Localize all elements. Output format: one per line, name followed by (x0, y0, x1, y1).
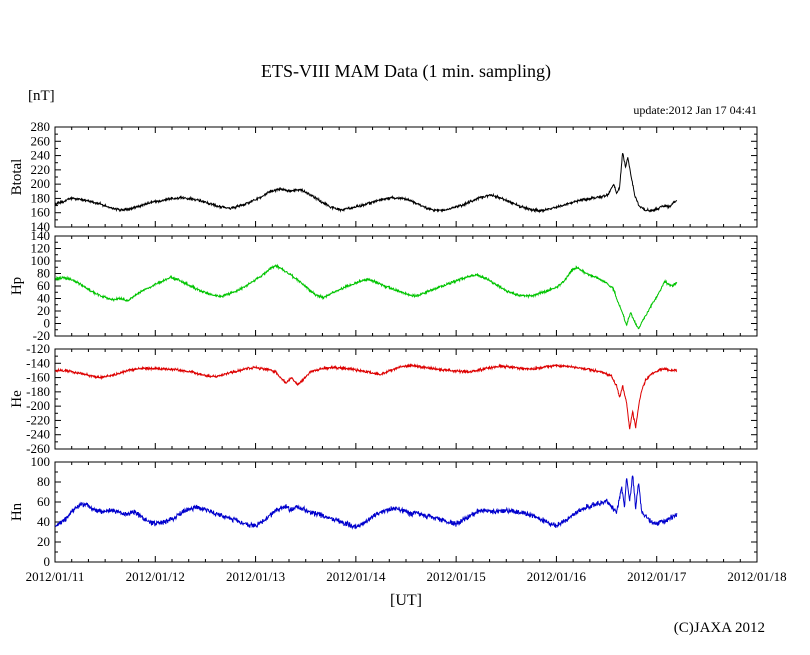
x-tick-label: 2012/01/12 (126, 569, 185, 584)
trace-hn (55, 475, 678, 530)
y-tick-label: 200 (31, 176, 51, 191)
x-tick-label: 2012/01/11 (26, 569, 85, 584)
panel-ylabel-hn: Hn (9, 502, 25, 521)
panel-frame (54, 348, 758, 450)
y-tick-label: 60 (37, 278, 50, 293)
y-tick-label: 260 (31, 133, 51, 148)
y-tick-label: 220 (31, 162, 51, 177)
y-tick-label: 100 (31, 454, 51, 469)
y-tick-label: 100 (31, 253, 51, 268)
y-tick-label: 0 (44, 554, 51, 569)
trace-hp (55, 263, 678, 330)
copyright-label: (C)JAXA 2012 (673, 620, 765, 636)
y-tick-label: 40 (37, 514, 50, 529)
x-tick-label: 2012/01/15 (427, 569, 486, 584)
y-tick-label: -140 (26, 355, 50, 370)
y-tick-label: 240 (31, 148, 51, 163)
x-tick-label: 2012/01/14 (326, 569, 386, 584)
y-tick-label: 40 (37, 291, 50, 306)
y-tick-label: 140 (31, 219, 51, 234)
panel-hn: 100 80 60 40 20 0 Hn (9, 454, 758, 569)
y-tick-label: -220 (26, 412, 50, 427)
y-tick-label: 160 (31, 205, 51, 220)
x-tick-label: 2012/01/13 (226, 569, 285, 584)
y-tick-label: -20 (33, 328, 50, 343)
y-tick-label: -180 (26, 384, 50, 399)
x-tick-label: 2012/01/18 (727, 569, 786, 584)
x-tick-label: 2012/01/17 (627, 569, 687, 584)
y-tick-label: 180 (31, 190, 51, 205)
y-tick-label: 80 (37, 474, 50, 489)
x-axis-title: [UT] (390, 592, 422, 609)
update-timestamp: update:2012 Jan 17 04:41 (633, 103, 757, 117)
x-tick-label: 2012/01/16 (527, 569, 587, 584)
panel-frame (54, 126, 758, 228)
y-tick-label: -160 (26, 370, 50, 385)
y-tick-label: 20 (37, 303, 50, 318)
y-tick-label: 280 (31, 119, 51, 134)
y-tick-label: 20 (37, 534, 50, 549)
y-tick-label: 0 (44, 316, 51, 331)
panel-ylabel-hp: Hp (9, 277, 25, 295)
y-tick-label: 140 (31, 228, 51, 243)
y-tick-label: -120 (26, 341, 50, 356)
panel-he: -120-140-160-180-200-220-240-260 He (9, 341, 758, 456)
panel-ylabel-he: He (9, 390, 25, 408)
panel-frame (54, 235, 758, 337)
y-tick-label: -200 (26, 398, 50, 413)
panel-ylabel-btotal: Btotal (9, 159, 25, 196)
y-tick-label: -240 (26, 427, 50, 442)
chart-title: ETS-VIII MAM Data (1 min. sampling) (261, 61, 551, 81)
y-tick-label: 120 (31, 241, 51, 256)
trace-btotal (55, 152, 678, 214)
y-tick-label: -260 (26, 441, 50, 456)
unit-label: [nT] (28, 88, 55, 104)
y-tick-label: 60 (37, 494, 50, 509)
y-tick-label: 80 (37, 266, 50, 281)
trace-he (55, 363, 678, 430)
